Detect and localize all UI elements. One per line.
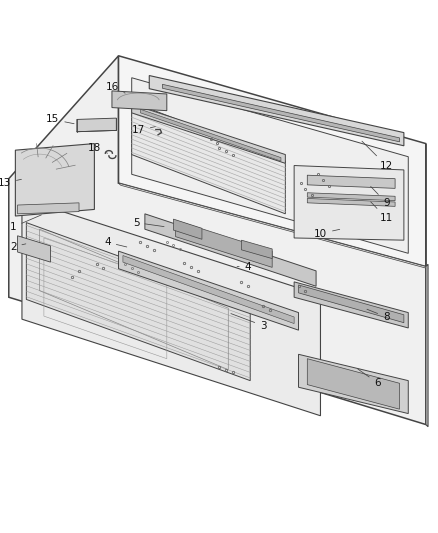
Polygon shape [118, 183, 427, 269]
Polygon shape [112, 91, 166, 111]
Polygon shape [307, 175, 394, 188]
Polygon shape [118, 56, 425, 266]
Polygon shape [123, 255, 293, 324]
Text: 16: 16 [105, 82, 125, 93]
Polygon shape [293, 282, 407, 328]
Polygon shape [131, 104, 285, 163]
Polygon shape [118, 251, 298, 330]
Polygon shape [15, 143, 94, 216]
Polygon shape [77, 118, 116, 132]
Text: 4: 4 [104, 237, 127, 247]
Polygon shape [18, 203, 79, 214]
Text: 3: 3 [230, 313, 266, 331]
Polygon shape [293, 166, 403, 240]
Polygon shape [149, 76, 403, 146]
Polygon shape [9, 56, 425, 425]
Polygon shape [22, 198, 320, 416]
Text: 18: 18 [88, 143, 107, 154]
Polygon shape [26, 223, 250, 381]
Text: 6: 6 [357, 369, 380, 388]
Text: 17: 17 [131, 125, 155, 135]
Polygon shape [307, 198, 394, 206]
Text: 11: 11 [370, 202, 392, 223]
Polygon shape [140, 109, 280, 161]
Text: 9: 9 [370, 187, 389, 208]
Polygon shape [162, 84, 399, 142]
Text: 10: 10 [313, 229, 339, 239]
Text: 15: 15 [46, 115, 74, 124]
Polygon shape [241, 240, 272, 259]
Polygon shape [131, 78, 407, 253]
Polygon shape [298, 354, 407, 414]
Text: 12: 12 [361, 141, 392, 171]
Polygon shape [307, 359, 399, 409]
Polygon shape [131, 102, 285, 214]
Polygon shape [425, 264, 427, 427]
Text: 4: 4 [237, 262, 251, 271]
Text: 2: 2 [10, 242, 26, 252]
Polygon shape [173, 219, 201, 239]
Polygon shape [175, 221, 272, 268]
Polygon shape [307, 193, 394, 200]
Text: 8: 8 [366, 309, 389, 322]
Text: 1: 1 [10, 215, 41, 232]
Polygon shape [145, 214, 315, 286]
Text: 5: 5 [132, 217, 164, 228]
Polygon shape [18, 236, 50, 262]
Polygon shape [298, 285, 403, 322]
Text: 13: 13 [0, 178, 21, 188]
